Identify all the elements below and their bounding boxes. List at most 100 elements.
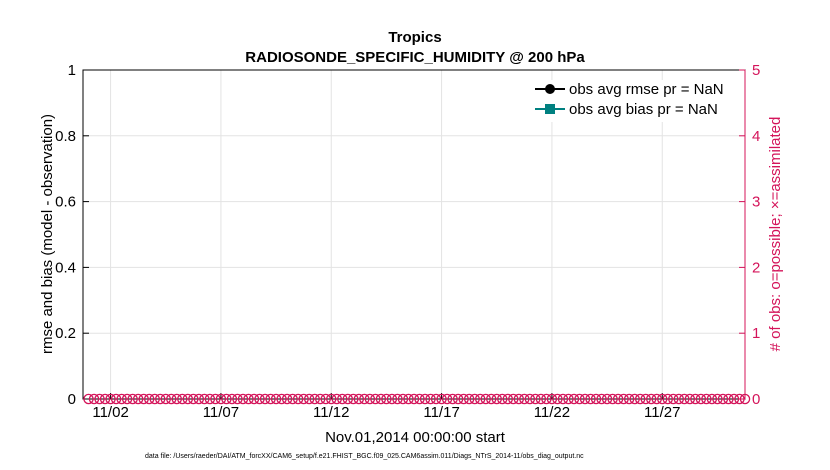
obs-possible-marker [728,393,740,405]
obs-possible-marker [94,393,105,405]
obs-possible-marker [397,393,409,405]
right-y-tick-label: 2 [752,259,760,276]
obs-possible-marker [320,393,331,405]
obs-possible-marker [612,393,624,405]
obs-possible-marker [403,393,414,405]
obs-possible-marker [734,393,745,405]
obs-possible-marker [679,393,690,405]
obs-possible-marker [381,393,392,405]
obs-possible-marker [243,393,254,405]
obs-possible-marker [568,393,580,405]
obs-possible-marker [309,393,320,405]
obs-possible-marker [535,393,547,405]
obs-possible-marker [177,393,188,405]
obs-possible-marker [325,393,337,405]
obs-possible-marker [701,393,712,405]
obs-possible-marker [342,393,354,405]
obs-possible-marker [485,393,497,405]
obs-possible-marker [690,393,701,405]
legend-label-rmse: obs avg rmse pr = NaN [569,81,724,98]
obs-possible-marker [127,393,138,405]
obs-possible-marker [210,393,221,405]
obs-possible-marker [132,393,144,405]
obs-possible-marker [723,393,734,405]
obs-possible-marker [480,393,491,405]
legend-label-bias: obs avg bias pr = NaN [569,101,718,118]
legend-marker-bias [545,104,555,114]
obs-possible-marker [441,393,453,405]
legend-box [532,80,742,122]
obs-possible-marker [530,393,541,405]
obs-possible-marker [684,393,696,405]
x-tick-label: 11/17 [423,404,459,421]
obs-possible-marker [143,393,155,405]
obs-possible-marker [574,393,585,405]
obs-possible-marker [348,393,359,405]
obs-possible-marker [706,393,718,405]
obs-possible-marker [226,393,238,405]
obs-count-series [83,393,751,405]
obs-possible-marker [508,393,519,405]
obs-possible-marker [629,393,640,405]
obs-possible-marker [375,393,387,405]
obs-possible-marker [171,393,183,405]
obs-possible-marker [149,393,160,405]
obs-possible-marker [265,393,276,405]
obs-possible-marker [188,393,199,405]
obs-possible-marker [717,393,729,405]
obs-possible-marker [585,393,596,405]
obs-possible-marker [166,393,177,405]
obs-possible-marker [193,393,205,405]
right-y-tick-label: 0 [752,391,760,408]
obs-possible-marker [579,393,591,405]
obs-possible-marker [298,393,309,405]
obs-possible-marker [116,393,127,405]
x-axis-label: Nov.01,2014 00:00:00 start [325,429,506,446]
obs-possible-marker [408,393,420,405]
obs-possible-marker [458,393,469,405]
left-y-axis-label: rmse and bias (model - observation) [39,114,56,354]
obs-possible-marker [353,393,365,405]
obs-possible-marker [601,393,613,405]
obs-possible-marker [657,393,668,405]
obs-possible-marker [541,393,552,405]
obs-possible-marker [596,393,607,405]
x-tick-label: 11/22 [534,404,570,421]
obs-possible-marker [474,393,486,405]
legend-marker-rmse [545,84,555,94]
obs-possible-marker [502,393,514,405]
obs-possible-marker [463,393,475,405]
obs-possible-marker [695,393,707,405]
data-file-footnote: data file: /Users/raeder/DAI/ATM_forcXX/… [145,453,584,460]
chart-title: Tropics [388,29,441,46]
x-tick-label: 11/07 [203,404,239,421]
obs-possible-marker [254,393,265,405]
obs-possible-marker [524,393,536,405]
obs-possible-marker [386,393,398,405]
obs-possible-marker [673,393,685,405]
obs-possible-marker [497,393,508,405]
obs-possible-marker [221,393,232,405]
right-y-tick-label: 1 [752,325,760,342]
obs-possible-marker [154,393,166,405]
obs-possible-marker [668,393,679,405]
obs-possible-marker [491,393,502,405]
obs-possible-marker [640,393,651,405]
chart-subtitle: RADIOSONDE_SPECIFIC_HUMIDITY @ 200 hPa [245,49,585,66]
obs-possible-marker [199,393,210,405]
obs-possible-marker [436,393,447,405]
obs-possible-marker [259,393,271,405]
obs-possible-marker [121,393,133,405]
left-y-tick-label: 0.4 [55,259,76,276]
x-tick-label: 11/02 [92,404,128,421]
right-y-tick-label: 3 [752,194,760,211]
obs-possible-marker [651,393,662,405]
obs-possible-marker [392,393,403,405]
right-y-tick-label: 5 [752,62,760,79]
obs-possible-marker [359,393,370,405]
left-y-ticks: 0 0.2 0.4 0.6 0.8 1 [55,62,89,408]
obs-possible-marker [563,393,574,405]
obs-possible-marker [370,393,381,405]
obs-possible-marker [314,393,326,405]
right-y-ticks: 0 1 2 3 4 5 [739,62,760,408]
